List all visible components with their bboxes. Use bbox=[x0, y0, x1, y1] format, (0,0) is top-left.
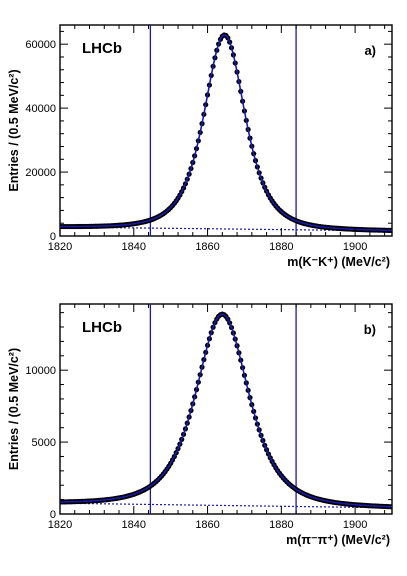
x-tick-label: 1880 bbox=[269, 519, 293, 531]
x-axis-title: m(π⁻π⁺) (MeV/c²) bbox=[286, 533, 390, 547]
plot-frame bbox=[59, 24, 393, 237]
data-points bbox=[60, 311, 392, 510]
total-fit-curve bbox=[60, 313, 392, 508]
y-tick-label: 5000 bbox=[32, 437, 56, 449]
y-tick-label: 20000 bbox=[25, 167, 56, 179]
y-axis-title: Entries / (0.5 MeV/c²) bbox=[7, 69, 21, 191]
x-tick-label: 1860 bbox=[195, 519, 219, 531]
panel-a: 1820 1840 1860 1880 1900 0 20000 40000 60000 m(K⁻… bbox=[7, 24, 393, 269]
x-tick-label: 1900 bbox=[343, 519, 367, 531]
y-tick-label: 0 bbox=[50, 509, 56, 521]
panel-label: a) bbox=[364, 43, 376, 58]
lhcb-label: LHCb bbox=[82, 40, 122, 57]
x-tick-label: 1860 bbox=[195, 241, 219, 253]
background-fit-line bbox=[60, 502, 392, 509]
x-tick-label: 1900 bbox=[343, 241, 367, 253]
plot-frame bbox=[59, 303, 393, 515]
x-tick-label: 1820 bbox=[48, 519, 72, 531]
x-axis-title: m(K⁻K⁺) (MeV/c²) bbox=[287, 255, 390, 269]
plot-area bbox=[60, 304, 392, 514]
panel-label: b) bbox=[364, 322, 376, 337]
y-tick-label: 60000 bbox=[25, 39, 56, 51]
data-points bbox=[60, 32, 392, 234]
lhcb-label: LHCb bbox=[82, 319, 122, 336]
y-tick-label: 40000 bbox=[25, 103, 56, 115]
panel-b: 1820 1840 1860 1880 1900 0 5000 10000 m(π⁻π⁺) (M… bbox=[7, 303, 393, 547]
plot-area bbox=[60, 25, 392, 236]
x-tick-label: 1880 bbox=[269, 241, 293, 253]
y-axis-title: Entries / (0.5 MeV/c²) bbox=[7, 348, 21, 470]
y-tick-label: 0 bbox=[50, 231, 56, 243]
x-tick-label: 1840 bbox=[122, 241, 146, 253]
total-fit-curve bbox=[60, 34, 392, 232]
y-tick-label: 10000 bbox=[25, 365, 56, 377]
x-tick-label: 1840 bbox=[122, 519, 146, 531]
x-tick-label: 1820 bbox=[48, 241, 72, 253]
